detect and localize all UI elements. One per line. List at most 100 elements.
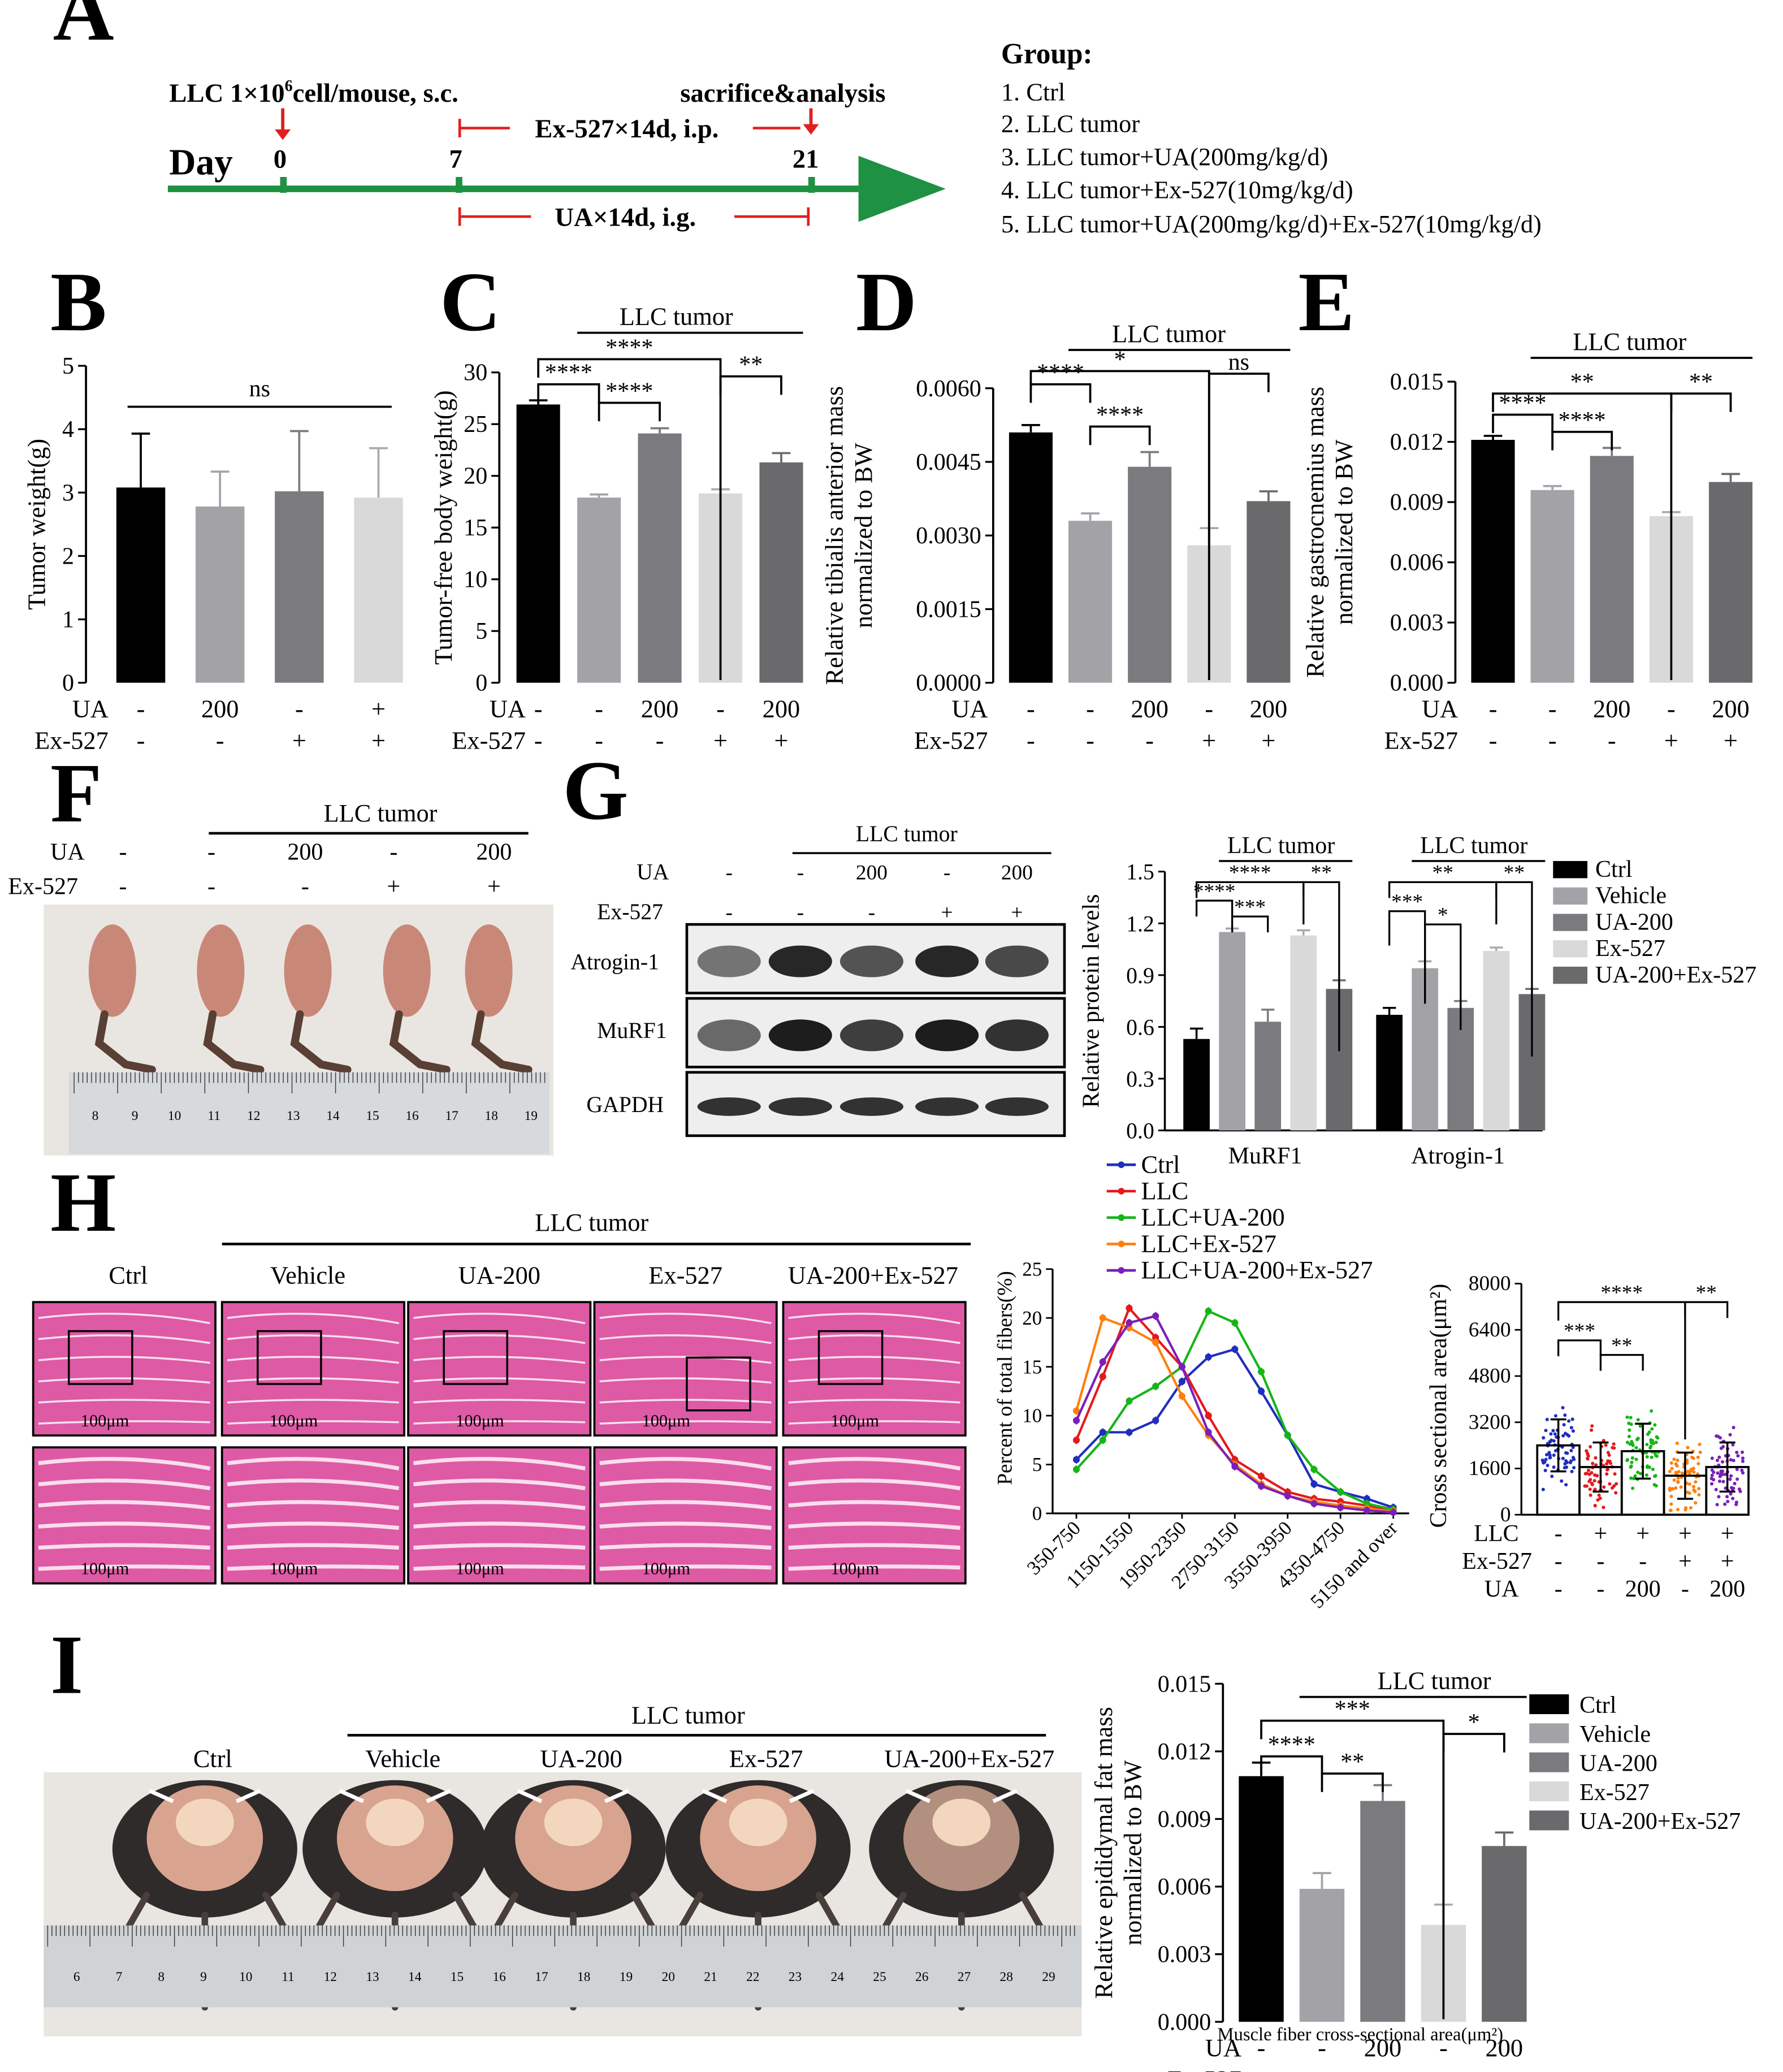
- f-ruler-ticks: 8 9 10 11 12 13 14 15 16 17 18 19: [73, 1072, 546, 1123]
- day-0-label: 0: [274, 145, 287, 174]
- scatter-point: [1741, 1459, 1745, 1463]
- blot-band: [768, 1019, 832, 1052]
- ruler-label: 10: [168, 1109, 181, 1123]
- condition-mark: -: [868, 901, 875, 924]
- scatter-point: [1715, 1434, 1719, 1438]
- legend-label: LLC+Ex-527: [1141, 1229, 1276, 1257]
- panel-label-i: I: [50, 1619, 83, 1712]
- condition-mark: +: [1202, 726, 1216, 754]
- panel-i: I LLC tumor Ctrl Vehicle UA-200 Ex-527 UA-20…: [44, 1619, 1082, 2036]
- significance-bracket: [1260, 1755, 1323, 1775]
- scale-bar-label: 100μm: [456, 1411, 504, 1430]
- significance-label: **: [1696, 1282, 1717, 1305]
- scatter-point: [1602, 1439, 1605, 1443]
- scatter-point: [1551, 1429, 1555, 1433]
- significance-label: ns: [249, 376, 270, 402]
- fiber-gap: [227, 1521, 400, 1530]
- bar: [1068, 521, 1113, 683]
- condition-row-label: Ex-527: [452, 726, 526, 754]
- significance-bracket: [537, 383, 600, 403]
- y-axis-label: Relative tibialis anterior mass: [820, 386, 849, 685]
- condition-mark: +: [1721, 1548, 1734, 1574]
- significance-label: **: [1689, 369, 1713, 395]
- scatter-point: [1720, 1473, 1724, 1477]
- y-tick-label: 15: [464, 515, 487, 541]
- condition-mark: -: [207, 840, 215, 866]
- significance-bracket: [1492, 413, 1553, 434]
- scatter-point: [1674, 1462, 1678, 1466]
- significance-label: *: [1468, 1710, 1480, 1736]
- scatter-point: [1652, 1483, 1656, 1487]
- scatter-point: [1615, 1482, 1618, 1486]
- significance-bracket: [1231, 915, 1269, 933]
- scatter-point: [1636, 1418, 1640, 1422]
- y-axis-label: Percent of total fibers(%): [994, 1271, 1017, 1485]
- chart-fat-mass: 0.000 0.003 0.006 0.009 0.012 0.015 Relative e…: [1089, 1667, 1741, 2072]
- condition-mark: 200: [1710, 1576, 1745, 1602]
- condition-mark: -: [1257, 2065, 1266, 2072]
- condition-mark: -: [1086, 726, 1094, 754]
- scatter-point: [1607, 1453, 1611, 1457]
- fiber-gap: [788, 1356, 960, 1364]
- muscle-specimen: [88, 924, 136, 1017]
- significance-label: ns: [1228, 349, 1249, 375]
- significance-bracket: [1302, 881, 1340, 1052]
- scatter-point: [1710, 1477, 1713, 1481]
- ruler-label: 23: [789, 1970, 802, 1984]
- fat-pad: [932, 1798, 991, 1846]
- y-tick-label: 15: [1022, 1356, 1042, 1378]
- y-tick-label: 5: [1032, 1454, 1042, 1476]
- condition-mark: +: [371, 694, 386, 723]
- condition-mark: +: [713, 726, 728, 754]
- scatter-point: [1572, 1466, 1576, 1470]
- histology-image: [407, 1446, 592, 1585]
- y-tick-label: 25: [1022, 1258, 1042, 1280]
- fiber-gap: [413, 1564, 586, 1571]
- fiber-gap: [227, 1399, 399, 1404]
- scatter-point: [1724, 1472, 1728, 1476]
- ruler-label: 21: [704, 1970, 717, 1984]
- scatter-point: [1677, 1470, 1681, 1474]
- scatter-point: [1541, 1487, 1545, 1491]
- legend-label: LLC+UA-200+Ex-527: [1141, 1256, 1373, 1284]
- fiber-gap: [788, 1478, 961, 1491]
- ruler-label: 15: [451, 1970, 464, 1984]
- i-column-title: Ex-527: [729, 1744, 803, 1772]
- significance-label: ***: [1564, 1320, 1595, 1343]
- fiber-gap: [599, 1334, 772, 1344]
- bar: [759, 462, 803, 683]
- i-ruler-ticks: 6 7 8 9 10 11 12 13 14 15 16 17 18 19 20 21 22 23 24 25 26 27…: [47, 1925, 1075, 1984]
- scatter-point: [1649, 1438, 1653, 1442]
- significance-label: ***: [1335, 1697, 1370, 1723]
- scatter-point: [1653, 1423, 1657, 1427]
- condition-mark: -: [1027, 726, 1035, 754]
- significance-bracket: [719, 375, 782, 395]
- scatter-point: [1671, 1487, 1675, 1491]
- condition-mark: +: [387, 873, 401, 899]
- scatter-point: [1608, 1482, 1612, 1486]
- scatter-point: [1676, 1476, 1680, 1480]
- significance-bracket: [1424, 923, 1462, 1030]
- histology-image: [32, 1301, 217, 1437]
- scatter-point: [1655, 1435, 1659, 1439]
- scatter-point: [1589, 1444, 1592, 1449]
- ruler-label: 19: [620, 1970, 633, 1984]
- legend-swatch: [1553, 914, 1588, 931]
- scatter-point: [1542, 1461, 1546, 1465]
- blot-band: [985, 1019, 1049, 1052]
- scatter-point: [1607, 1459, 1611, 1463]
- panel-label-f: F: [50, 747, 102, 840]
- series-line: [1075, 1309, 1394, 1511]
- scatter-point: [1721, 1444, 1725, 1448]
- scatter-point: [1687, 1472, 1691, 1476]
- ruler-label: 11: [282, 1970, 294, 1984]
- scatter-point: [1731, 1496, 1735, 1500]
- fiber-gap: [38, 1564, 210, 1571]
- blot-label-murf1: MuRF1: [597, 1018, 667, 1043]
- scale-bar-label: 100μm: [456, 1559, 504, 1578]
- significance-label: ****: [605, 335, 653, 361]
- scatter-point: [1590, 1482, 1594, 1486]
- scatter-point: [1728, 1433, 1732, 1437]
- y-axis-label: Cross sectional area(μm²): [1426, 1284, 1452, 1528]
- condition-mark: +: [1636, 1521, 1650, 1547]
